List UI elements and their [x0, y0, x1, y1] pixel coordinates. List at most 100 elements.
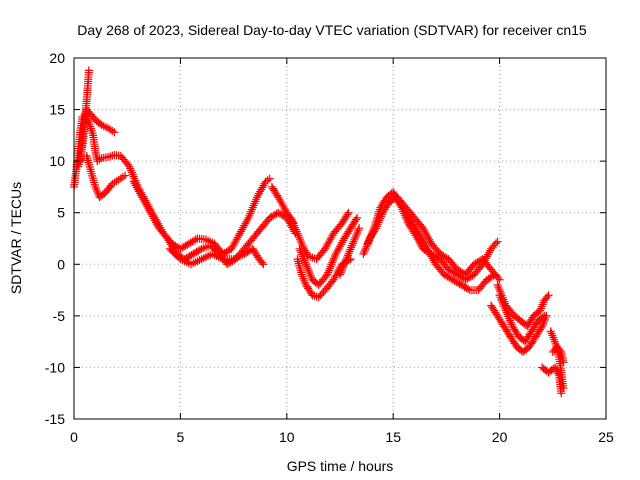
data-point: [351, 233, 360, 242]
data-point: [554, 369, 563, 378]
data-point: [486, 273, 495, 282]
data-point: [257, 258, 266, 267]
data-point: [247, 207, 256, 216]
data-point: [244, 213, 253, 222]
data-point: [372, 215, 381, 224]
data-point: [248, 203, 257, 212]
data-point: [494, 274, 503, 283]
data-point: [246, 209, 255, 218]
data-point: [550, 335, 559, 344]
data-point: [184, 239, 193, 248]
data-point: [345, 247, 354, 256]
data-point: [344, 208, 353, 217]
data-point: [466, 272, 475, 281]
data-point: [367, 229, 376, 238]
grid-layer: [74, 58, 606, 419]
data-point: [179, 242, 188, 251]
data-point: [339, 262, 348, 271]
y-tick-label: -5: [53, 308, 66, 324]
data-point: [305, 268, 314, 277]
data-point: [462, 284, 471, 293]
data-point: [329, 256, 338, 265]
data-point: [330, 252, 339, 261]
data-point: [302, 262, 311, 271]
data-point: [304, 266, 313, 275]
data-point: [326, 262, 335, 271]
data-point: [375, 205, 384, 214]
data-point: [450, 276, 459, 285]
data-point: [190, 248, 199, 257]
data-point: [553, 367, 562, 376]
data-marks: [70, 66, 568, 398]
data-point: [343, 253, 352, 262]
data-point: [342, 255, 351, 264]
data-point: [444, 265, 453, 274]
data-point: [265, 174, 274, 183]
data-point: [537, 323, 546, 332]
data-point: [292, 227, 301, 236]
data-point: [291, 225, 300, 234]
data-point: [297, 248, 306, 257]
data-point: [495, 291, 504, 300]
data-point: [104, 153, 113, 162]
data-point: [453, 265, 462, 274]
data-point: [184, 253, 193, 262]
data-point: [559, 358, 568, 367]
data-point: [121, 171, 130, 180]
data-point: [447, 267, 456, 276]
data-point: [349, 237, 358, 246]
data-point: [245, 211, 254, 220]
data-point: [297, 270, 306, 279]
data-point: [458, 281, 467, 290]
data-point: [371, 217, 380, 226]
data-point: [373, 213, 382, 222]
data-point: [295, 244, 304, 253]
data-point: [192, 247, 201, 256]
data-point: [300, 256, 309, 265]
data-point: [296, 246, 305, 255]
data-point: [300, 276, 309, 285]
data-point: [336, 270, 344, 279]
data-point: [457, 280, 466, 289]
data-point: [360, 248, 369, 257]
data-point: [178, 243, 187, 252]
data-point: [259, 260, 268, 269]
data-point: [303, 264, 312, 273]
data-point: [301, 258, 310, 267]
axis-ticks: 0 5 10 15 20 25 -15 -10 -5 0 5 10 15 20: [45, 50, 614, 445]
data-point: [126, 164, 135, 173]
data-point: [306, 271, 315, 280]
data-point: [437, 251, 446, 260]
data-point: [353, 213, 362, 222]
data-point: [91, 182, 100, 191]
data-point: [370, 224, 379, 233]
data-point: [267, 212, 276, 221]
data-point: [506, 318, 515, 327]
data-point: [494, 282, 503, 291]
data-point: [344, 249, 353, 258]
data-point: [550, 363, 559, 372]
data-point: [363, 239, 372, 248]
data-point: [557, 389, 566, 398]
data-point: [354, 226, 363, 235]
data-point: [544, 291, 553, 300]
data-point: [297, 239, 306, 248]
data-point: [324, 266, 333, 275]
data-point: [351, 231, 360, 240]
data-point: [274, 208, 283, 217]
data-point: [537, 302, 546, 311]
data-point: [224, 246, 233, 255]
data-point: [548, 331, 557, 340]
data-point: [296, 237, 305, 246]
data-point: [251, 197, 260, 206]
data-point: [484, 274, 493, 283]
data-point: [471, 259, 480, 268]
y-tick-label: 15: [49, 102, 65, 118]
data-point: [482, 275, 491, 284]
data-point: [503, 310, 512, 319]
data-point: [351, 215, 360, 224]
data-point: [343, 251, 352, 260]
data-point: [340, 258, 349, 267]
data-point: [549, 333, 558, 342]
data-point: [496, 293, 505, 302]
